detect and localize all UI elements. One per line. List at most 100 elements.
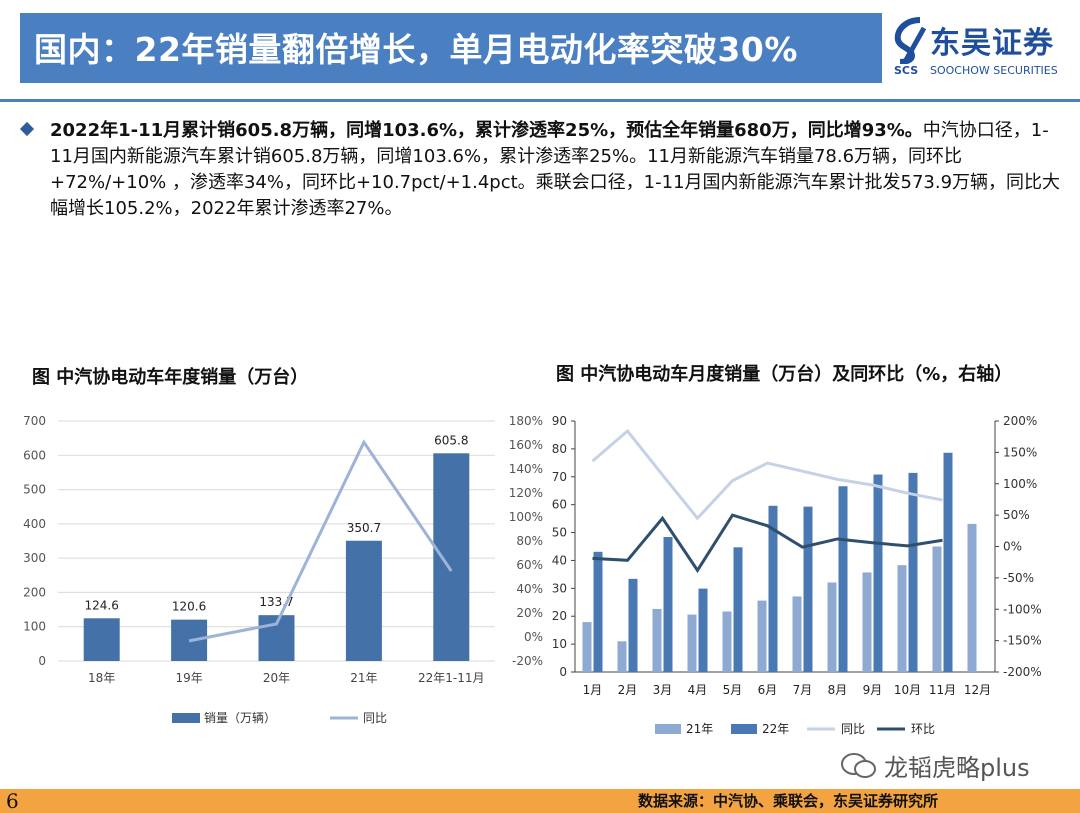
y-left-tick-label: 100	[23, 620, 46, 634]
y-right-tick-label: 50%	[1003, 508, 1030, 522]
bar-2022	[803, 506, 813, 672]
bar-2021	[757, 600, 767, 672]
y-left-tick-label: 10	[552, 637, 567, 651]
x-tick-label: 2月	[618, 683, 638, 697]
x-tick-label: 22年1-11月	[418, 671, 485, 685]
y-right-tick-label: -200%	[1003, 665, 1042, 679]
logo-mark-icon	[894, 17, 927, 64]
bar-2021	[897, 565, 907, 672]
y-right-tick-label: -150%	[1003, 634, 1042, 648]
footer-bar	[0, 789, 1080, 813]
x-tick-label: 11月	[929, 683, 956, 697]
y-right-tick-label: 60%	[516, 558, 543, 572]
bar-2022	[768, 505, 778, 672]
yoy-line	[188, 439, 453, 643]
y-right-tick-label: -20%	[512, 654, 543, 668]
y-right-tick-label: 40%	[516, 582, 543, 596]
bar-2021	[932, 546, 942, 672]
y-left-tick-label: 40	[552, 553, 567, 567]
bar	[345, 540, 382, 661]
y-left-tick-label: 0	[38, 654, 46, 668]
y-right-tick-label: 100%	[509, 510, 543, 524]
bar-2021	[862, 572, 872, 672]
y-left-tick-label: 600	[23, 448, 46, 462]
y-right-tick-label: 20%	[516, 606, 543, 620]
legend-label-yoy: 同比	[363, 711, 387, 725]
legend-label-sales: 销量（万辆）	[204, 711, 276, 725]
y-right-tick-label: -100%	[1003, 602, 1042, 616]
bar-2022	[628, 578, 638, 672]
y-right-tick-label: 180%	[509, 414, 543, 428]
legend-swatch-2021	[655, 724, 681, 734]
diamond-bullet-icon	[19, 121, 35, 137]
y-left-tick-label: 50	[552, 526, 567, 540]
bar-data-label: 605.8	[434, 433, 468, 447]
x-tick-label: 8月	[828, 683, 848, 697]
x-tick-label: 12月	[964, 683, 991, 697]
legend-swatch-sales	[172, 713, 200, 723]
page-title: 国内：22年销量翻倍增长，单月电动化率突破30%	[34, 30, 798, 69]
monthly-sales-chart: 0 10 20 30 40 50 60 70 80 90 -200% -150% -100% -50% 0%…	[552, 414, 1042, 736]
y-left-tick-label: 700	[23, 414, 46, 428]
bar-2021	[967, 523, 977, 672]
y-left-tick-label: 500	[23, 483, 46, 497]
bar-data-label: 350.7	[347, 521, 381, 535]
x-tick-label: 3月	[653, 683, 673, 697]
bar-2021	[792, 596, 802, 672]
bar-2021	[652, 608, 662, 672]
legend-label-2021: 21年	[686, 722, 713, 736]
x-tick-label: 6月	[758, 683, 778, 697]
x-tick-label: 10月	[894, 683, 921, 697]
legend-label-mom: 环比	[911, 722, 935, 736]
x-tick-label: 7月	[793, 683, 813, 697]
y-right-tick-label: 0%	[524, 630, 543, 644]
wechat-icon	[841, 753, 876, 778]
bar-2021	[582, 622, 592, 672]
bar	[433, 453, 470, 661]
bar-2022	[908, 472, 918, 672]
bar-2022	[698, 588, 708, 672]
x-tick-label: 4月	[688, 683, 708, 697]
bar-2022	[593, 551, 603, 672]
y-right-tick-label: 200%	[1003, 414, 1037, 428]
y-left-tick-label: 70	[552, 470, 567, 484]
y-left-tick-label: 90	[552, 414, 567, 428]
y-left-tick-label: 400	[23, 517, 46, 531]
bar-2021	[617, 641, 627, 672]
bar-2021	[722, 611, 732, 672]
annual-chart-title: 图 中汽协电动车年度销量（万台）	[32, 367, 309, 388]
y-left-tick-label: 0	[559, 665, 567, 679]
bar-2021	[827, 582, 837, 672]
legend-label-2022: 22年	[762, 722, 789, 736]
bar-2022	[663, 537, 673, 672]
y-right-tick-label: 80%	[516, 534, 543, 548]
bar-2022	[943, 452, 953, 672]
x-tick-label: 9月	[863, 683, 883, 697]
y-right-tick-label: -50%	[1003, 571, 1034, 585]
company-logo: 东吴证券 SCS SOOCHOW SECURITIES	[888, 14, 1068, 84]
x-tick-label: 21年	[350, 671, 377, 685]
header-divider	[0, 99, 1080, 102]
y-left-tick-label: 20	[552, 609, 567, 623]
y-left-tick-label: 300	[23, 551, 46, 565]
y-right-tick-label: 100%	[1003, 477, 1037, 491]
y-right-tick-label: 150%	[1003, 445, 1037, 459]
y-left-tick-label: 80	[552, 442, 567, 456]
legend-label-yoy: 同比	[841, 722, 865, 736]
bar-data-label: 120.6	[172, 600, 206, 614]
watermark: 龙韬虎略plus	[884, 754, 1030, 782]
y-right-tick-label: 140%	[509, 462, 543, 476]
page-number: 6	[6, 789, 19, 813]
x-tick-label: 18年	[88, 671, 115, 685]
bar-data-label: 124.6	[85, 598, 119, 612]
summary-body: 中汽协口径，1-11月国内新能源汽车累计销605.8万辆，同增103.6%，累计…	[50, 120, 1061, 219]
summary-lead: 2022年1-11月累计销605.8万辆，同增103.6%，累计渗透率25%，预…	[50, 120, 923, 141]
logo-abbr: SCS	[894, 64, 919, 77]
bar-2022	[733, 547, 743, 672]
monthly-chart-title: 图 中汽协电动车月度销量（万台）及同环比（%，右轴）	[556, 364, 1013, 385]
x-tick-label: 1月	[583, 683, 603, 697]
summary-paragraph: 2022年1-11月累计销605.8万辆，同增103.6%，累计渗透率25%，预…	[50, 118, 1070, 222]
annual-sales-chart: 0 100 200 300 400 500 600 700 -20% 0% 20% 40% 60% 80%…	[23, 414, 543, 725]
yoy-line	[591, 428, 943, 521]
y-right-tick-label: 160%	[509, 438, 543, 452]
